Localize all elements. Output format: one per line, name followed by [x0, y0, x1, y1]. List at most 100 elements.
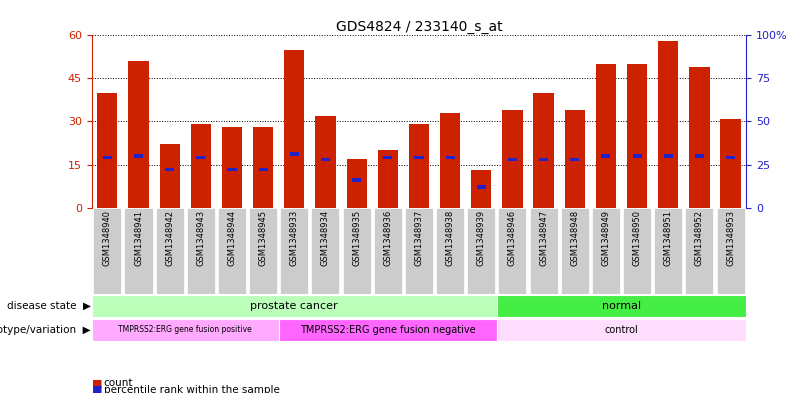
Bar	[346, 159, 367, 208]
Bar	[92, 295, 497, 317]
Bar	[160, 145, 180, 208]
Text: GSM1348936: GSM1348936	[383, 210, 393, 266]
Bar	[352, 178, 361, 182]
Text: TMPRSS2:ERG gene fusion positive: TMPRSS2:ERG gene fusion positive	[118, 325, 252, 334]
Text: ■: ■	[92, 385, 102, 393]
Text: GSM1348938: GSM1348938	[445, 210, 455, 266]
Bar	[321, 158, 330, 161]
Bar	[156, 208, 184, 294]
Bar	[187, 208, 215, 294]
Text: GSM1348950: GSM1348950	[633, 210, 642, 266]
Bar	[623, 208, 651, 294]
Text: GSM1348934: GSM1348934	[321, 210, 330, 266]
Text: GSM1348935: GSM1348935	[352, 210, 361, 266]
Bar	[377, 150, 398, 208]
Bar	[658, 41, 678, 208]
Bar	[279, 319, 497, 341]
Bar	[222, 127, 242, 208]
Bar	[414, 156, 424, 160]
Text: GSM1348949: GSM1348949	[602, 210, 610, 266]
Bar	[342, 208, 370, 294]
Bar	[196, 156, 205, 160]
Bar	[128, 61, 148, 208]
Text: GSM1348947: GSM1348947	[539, 210, 548, 266]
Bar	[191, 124, 211, 208]
Bar	[280, 208, 308, 294]
Bar	[571, 158, 579, 161]
Bar	[383, 156, 393, 160]
Text: GSM1348941: GSM1348941	[134, 210, 143, 266]
Text: normal: normal	[602, 301, 641, 311]
Bar	[409, 124, 429, 208]
Bar	[311, 208, 339, 294]
Text: GSM1348940: GSM1348940	[103, 210, 112, 266]
Bar	[93, 208, 121, 294]
Bar	[596, 64, 616, 208]
Text: control: control	[605, 325, 638, 335]
Text: prostate cancer: prostate cancer	[251, 301, 338, 311]
Bar	[92, 319, 279, 341]
Text: GSM1348942: GSM1348942	[165, 210, 174, 266]
Bar	[685, 208, 713, 294]
Bar	[592, 208, 620, 294]
Bar	[436, 208, 464, 294]
Bar	[405, 208, 433, 294]
Text: GSM1348943: GSM1348943	[196, 210, 205, 266]
Bar	[530, 208, 558, 294]
Bar	[259, 168, 267, 171]
Bar	[103, 156, 112, 160]
Bar	[533, 93, 554, 208]
Bar	[717, 208, 745, 294]
Text: GSM1348952: GSM1348952	[695, 210, 704, 266]
Bar	[654, 208, 682, 294]
Text: GSM1348944: GSM1348944	[227, 210, 236, 266]
Bar	[502, 110, 523, 208]
Bar	[689, 67, 709, 208]
Bar	[165, 168, 174, 171]
Bar	[253, 127, 273, 208]
Bar	[497, 319, 746, 341]
Text: count: count	[104, 378, 133, 388]
Bar	[633, 154, 642, 158]
Bar	[508, 158, 517, 161]
Bar	[497, 295, 746, 317]
Bar	[726, 156, 735, 160]
Bar	[249, 208, 277, 294]
Text: disease state  ▶: disease state ▶	[7, 301, 91, 311]
Text: genotype/variation  ▶: genotype/variation ▶	[0, 325, 91, 335]
Text: ■: ■	[92, 378, 102, 388]
Bar	[218, 208, 246, 294]
Text: GSM1348933: GSM1348933	[290, 210, 298, 266]
Bar	[227, 168, 236, 171]
Bar	[476, 185, 486, 189]
Bar	[602, 154, 610, 158]
Bar	[561, 208, 589, 294]
Text: GSM1348948: GSM1348948	[571, 210, 579, 266]
Bar	[499, 208, 527, 294]
Text: GSM1348937: GSM1348937	[414, 210, 424, 266]
Bar	[440, 113, 460, 208]
Text: GSM1348953: GSM1348953	[726, 210, 735, 266]
Title: GDS4824 / 233140_s_at: GDS4824 / 233140_s_at	[336, 20, 502, 34]
Bar	[721, 119, 741, 208]
Bar	[134, 154, 143, 158]
Bar	[97, 93, 117, 208]
Text: TMPRSS2:ERG gene fusion negative: TMPRSS2:ERG gene fusion negative	[300, 325, 476, 335]
Bar	[627, 64, 647, 208]
Bar	[468, 208, 496, 294]
Bar	[445, 156, 455, 160]
Bar	[695, 154, 704, 158]
Bar	[284, 50, 305, 208]
Text: GSM1348946: GSM1348946	[508, 210, 517, 266]
Text: GSM1348939: GSM1348939	[476, 210, 486, 266]
Bar	[664, 154, 673, 158]
Bar	[373, 208, 402, 294]
Bar	[471, 170, 492, 208]
Text: percentile rank within the sample: percentile rank within the sample	[104, 385, 279, 393]
Bar	[124, 208, 152, 294]
Bar	[539, 158, 548, 161]
Text: GSM1348951: GSM1348951	[664, 210, 673, 266]
Bar	[315, 116, 336, 208]
Bar	[565, 110, 585, 208]
Text: GSM1348945: GSM1348945	[259, 210, 267, 266]
